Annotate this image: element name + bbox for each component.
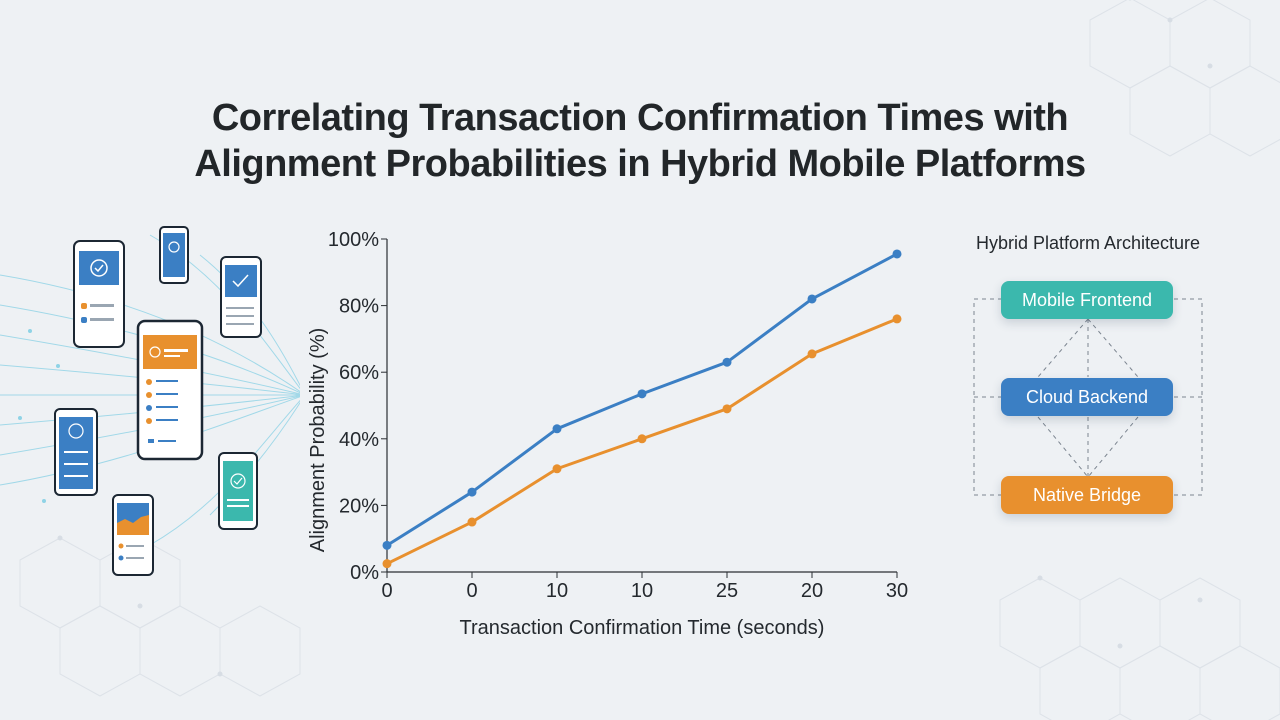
y-tick-label: 60% xyxy=(339,362,379,384)
y-tick-label: 100% xyxy=(328,229,379,251)
series-1-point xyxy=(382,559,392,569)
cloud-backend-node: Cloud Backend xyxy=(1001,378,1173,416)
x-tick-label: 20 xyxy=(801,580,823,602)
phone-icon xyxy=(54,408,98,496)
series-1-point xyxy=(637,434,647,444)
series-1-point xyxy=(807,349,817,359)
series-0-point xyxy=(807,294,817,304)
x-tick-label: 0 xyxy=(466,580,477,602)
x-tick-labels: 0 0 10 10 25 20 30 xyxy=(381,580,908,602)
series-0-point xyxy=(382,540,392,550)
title-line-1: Correlating Transaction Confirmation Tim… xyxy=(211,97,1069,140)
x-tick-label: 10 xyxy=(631,580,653,602)
series-0-point xyxy=(892,249,902,259)
y-tick-label: 80% xyxy=(339,296,379,318)
series-layer xyxy=(382,249,902,569)
phone-icon xyxy=(73,240,125,348)
architecture-title: Hybrid Platform Architecture xyxy=(975,233,1201,253)
y-axis-label: Alignment Probability (%) xyxy=(307,328,329,553)
mobile-devices-illustration xyxy=(0,226,300,576)
x-tick-label: 25 xyxy=(716,580,738,602)
x-axis-label: Transaction Confirmation Time (seconds) xyxy=(460,617,825,639)
y-tick-labels: 0% 20% 40% 60% 80% 100% xyxy=(328,229,379,584)
x-tick-label: 30 xyxy=(886,580,908,602)
series-1-point xyxy=(892,314,902,324)
series-0-point xyxy=(637,389,647,399)
x-tick-label: 10 xyxy=(546,580,568,602)
series-1-point xyxy=(552,464,562,474)
page-title: Correlating Transaction Confirmation Tim… xyxy=(0,95,1280,187)
native-bridge-node: Native Bridge xyxy=(1001,476,1173,514)
phone-icon xyxy=(112,494,154,576)
y-tick-label: 0% xyxy=(350,562,379,584)
series-1-point xyxy=(722,404,732,414)
y-tick-label: 20% xyxy=(339,495,379,517)
title-line-2: Alignment Probabilities in Hybrid Mobile… xyxy=(194,143,1086,186)
x-tick-label: 0 xyxy=(381,580,392,602)
phone-icon xyxy=(218,452,258,530)
series-0-point xyxy=(722,357,732,367)
series-0-line xyxy=(386,252,898,547)
series-0-point xyxy=(467,487,477,497)
series-1-point xyxy=(467,517,477,527)
y-tick-label: 40% xyxy=(339,429,379,451)
line-chart: 0% 20% 40% 60% 80% 100% 0 0 10 10 25 20 30 Transact… xyxy=(307,229,908,639)
phone-icon xyxy=(136,319,204,461)
mobile-frontend-node: Mobile Frontend xyxy=(1001,281,1173,319)
series-0-point xyxy=(552,424,562,434)
chart-axes xyxy=(381,238,898,578)
phone-icon xyxy=(159,226,189,284)
architecture-diagram: Hybrid Platform Architecture Mobile Fron… xyxy=(940,225,1240,535)
phone-icon xyxy=(220,256,262,338)
